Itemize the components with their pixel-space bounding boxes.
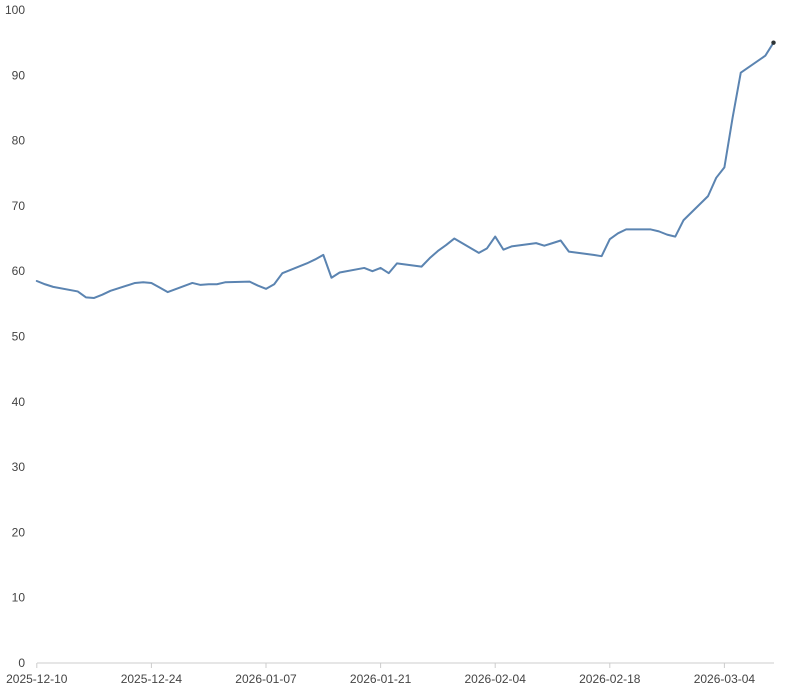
svg-text:2025-12-10: 2025-12-10 <box>6 672 68 686</box>
svg-text:100: 100 <box>5 3 25 17</box>
svg-text:60: 60 <box>12 264 26 278</box>
svg-text:0: 0 <box>18 656 25 670</box>
svg-text:2026-02-18: 2026-02-18 <box>579 672 641 686</box>
svg-text:70: 70 <box>12 199 26 213</box>
svg-text:2026-01-21: 2026-01-21 <box>350 672 412 686</box>
svg-text:2026-01-07: 2026-01-07 <box>235 672 297 686</box>
svg-text:50: 50 <box>12 330 26 344</box>
svg-text:2026-02-04: 2026-02-04 <box>465 672 527 686</box>
svg-text:30: 30 <box>12 460 26 474</box>
svg-text:2026-03-04: 2026-03-04 <box>694 672 756 686</box>
svg-text:80: 80 <box>12 134 26 148</box>
svg-text:90: 90 <box>12 68 26 82</box>
svg-text:10: 10 <box>12 591 26 605</box>
svg-text:20: 20 <box>12 525 26 539</box>
svg-text:40: 40 <box>12 395 26 409</box>
svg-text:2025-12-24: 2025-12-24 <box>121 672 183 686</box>
